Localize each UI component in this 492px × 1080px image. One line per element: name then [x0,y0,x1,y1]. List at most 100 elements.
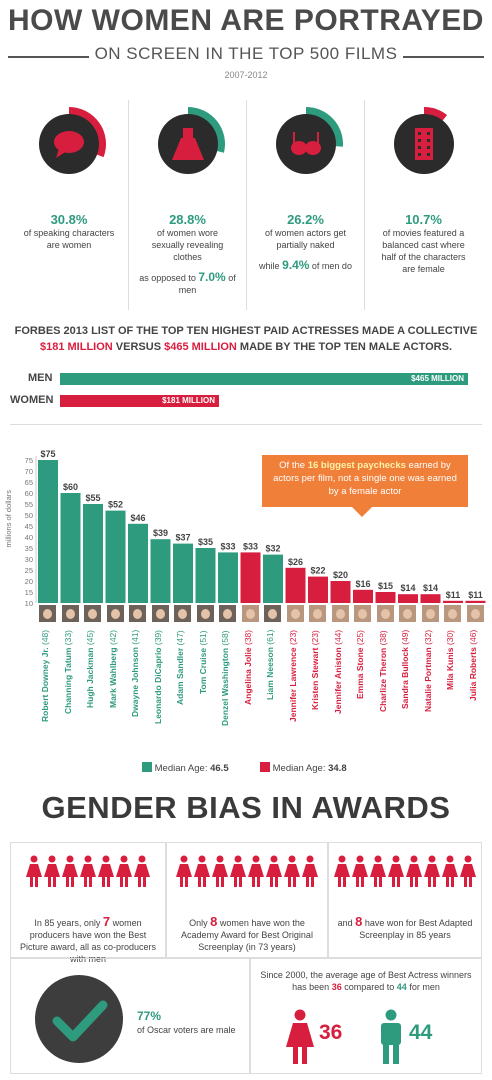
actor-photo [195,604,215,623]
actor-photo [150,604,170,623]
women-bar: $181 MILLION [60,395,219,407]
actor-photo [38,604,57,623]
actor-photo [375,604,395,623]
awards-title: GENDER BIAS IN AWARDS [41,790,451,825]
woman-icon [266,855,282,887]
bar [398,594,418,603]
panel-actress-age: Since 2000, the average age of Best Actr… [250,958,482,1074]
stat-text: of women wore sexually revealing clothes [151,228,224,262]
men-bar: $465 MILLION [60,373,468,385]
y-tick-label: 35 [25,544,33,553]
stat-column: 28.8% of women wore sexually revealing cl… [128,100,246,310]
actor-photo [218,604,237,623]
woman-icon [62,855,78,887]
y-tick-label: 55 [25,500,33,509]
woman-icon [44,855,60,887]
bar-value-label: $52 [108,500,123,510]
woman-icon [134,855,150,887]
bar [353,589,373,603]
bar [173,543,193,603]
y-tick-label: 65 [25,478,33,487]
woman-icon [230,855,246,887]
bra-icon [276,107,343,174]
panel-producers: In 85 years, only 7 women producers have… [10,842,166,964]
woman-icon [388,855,404,887]
woman-icon [334,855,350,887]
actor-name: Sandra Bullock (49) [400,630,410,710]
actor-photo [83,604,102,623]
bar [150,539,171,603]
y-tick-label: 25 [25,566,33,575]
p1-pre: In 85 years, only [34,918,101,928]
age-m-inline: 44 [396,982,407,992]
bar [330,581,351,603]
stat-text: of women actors get partially naked [264,228,347,250]
bar-value-label: $33 [220,541,235,551]
panel-voters: 77% of Oscar voters are male [10,958,250,1074]
actor-photo [443,604,462,623]
forbes-heading: FORBES 2013 LIST OF THE TOP TEN HIGHEST … [0,323,492,355]
legend-female-value: 34.8 [328,763,347,774]
actor-name: Dwayne Johnson (41) [130,630,140,718]
actor-name: Angelina Jolie (38) [242,630,253,706]
bar [38,460,58,603]
forbes-line2-end: MADE BY THE TOP TEN MALE ACTORS. [239,341,452,353]
bar [195,548,216,603]
woman-icon [352,855,368,887]
y-tick-label: 10 [25,599,33,608]
speech-bubble-icon [39,107,106,174]
y-tick-label: 20 [25,577,33,586]
actor-name: Julia Roberts (46) [467,630,478,702]
bar [443,600,463,603]
legend-female-label: Median Age: [272,763,326,774]
y-tick-label: 30 [25,555,33,564]
woman-icon [212,855,228,887]
bar-value-label: $35 [198,537,213,547]
stat-percent: 28.8% [169,212,206,227]
subtitle-text: ON SCREEN IN THE TOP 500 FILMS [88,44,404,63]
actor-name: Liam Neeson (61) [265,630,275,701]
bar-value-label: $46 [130,513,145,523]
actor-name: Denzel Washington (58) [220,630,230,726]
dress-icon [158,107,225,174]
stat-percent: 10.7% [405,212,442,227]
actor-name: Kristen Stewart (23) [310,630,320,710]
bar-value-label: $11 [446,590,461,600]
callout-box: Of the 16 biggest paychecks earned by ac… [262,455,468,507]
callout-arrow [352,507,372,517]
p2-post: women have won the Academy Award for Bes… [181,918,313,952]
actor-name: Mila Kunis (30) [445,630,455,690]
women-label: WOMEN [10,394,54,406]
y-tick-label: 45 [25,522,33,531]
actor-name: Natalie Portman (32) [422,630,433,713]
bar-value-label: $11 [468,590,483,600]
p1-post: women producers have won the Best Pictur… [19,918,157,964]
p3-post: have won for Best Adapted Screenplay in … [359,918,473,940]
men-bar-label: $465 MILLION [411,374,464,383]
woman-icon [442,855,458,887]
bar-value-label: $15 [378,581,393,591]
bar-value-label: $26 [288,557,303,567]
stat-comparison: as opposed to 7.0% of men [139,270,236,295]
actor-photo [420,604,440,623]
y-tick-label: 75 [25,456,33,465]
y-tick-label: 15 [25,588,33,597]
bar [308,576,328,603]
y-tick-label: 50 [25,511,33,520]
panel-original-screenplay: Only 8 women have won the Academy Award … [166,842,328,958]
p1-num: 7 [102,914,111,929]
age-male: 44 [409,1021,433,1044]
woman-figures [167,855,327,892]
panel-adapted-screenplay: and 8 have won for Best Adapted Screenpl… [328,842,482,958]
bar [465,600,486,603]
p2-pre: Only [189,918,208,928]
actor-name: Mark Wahlberg (42) [107,630,118,709]
actor-photo [240,604,260,623]
bar-value-label: $55 [85,493,100,503]
y-tick-label: 60 [25,489,33,498]
bar [60,493,81,603]
page-title: HOW WOMEN ARE PORTRAYED [8,4,484,37]
women-bar-label: $181 MILLION [162,396,215,405]
section-divider [10,424,482,425]
actor-photo [285,604,305,623]
